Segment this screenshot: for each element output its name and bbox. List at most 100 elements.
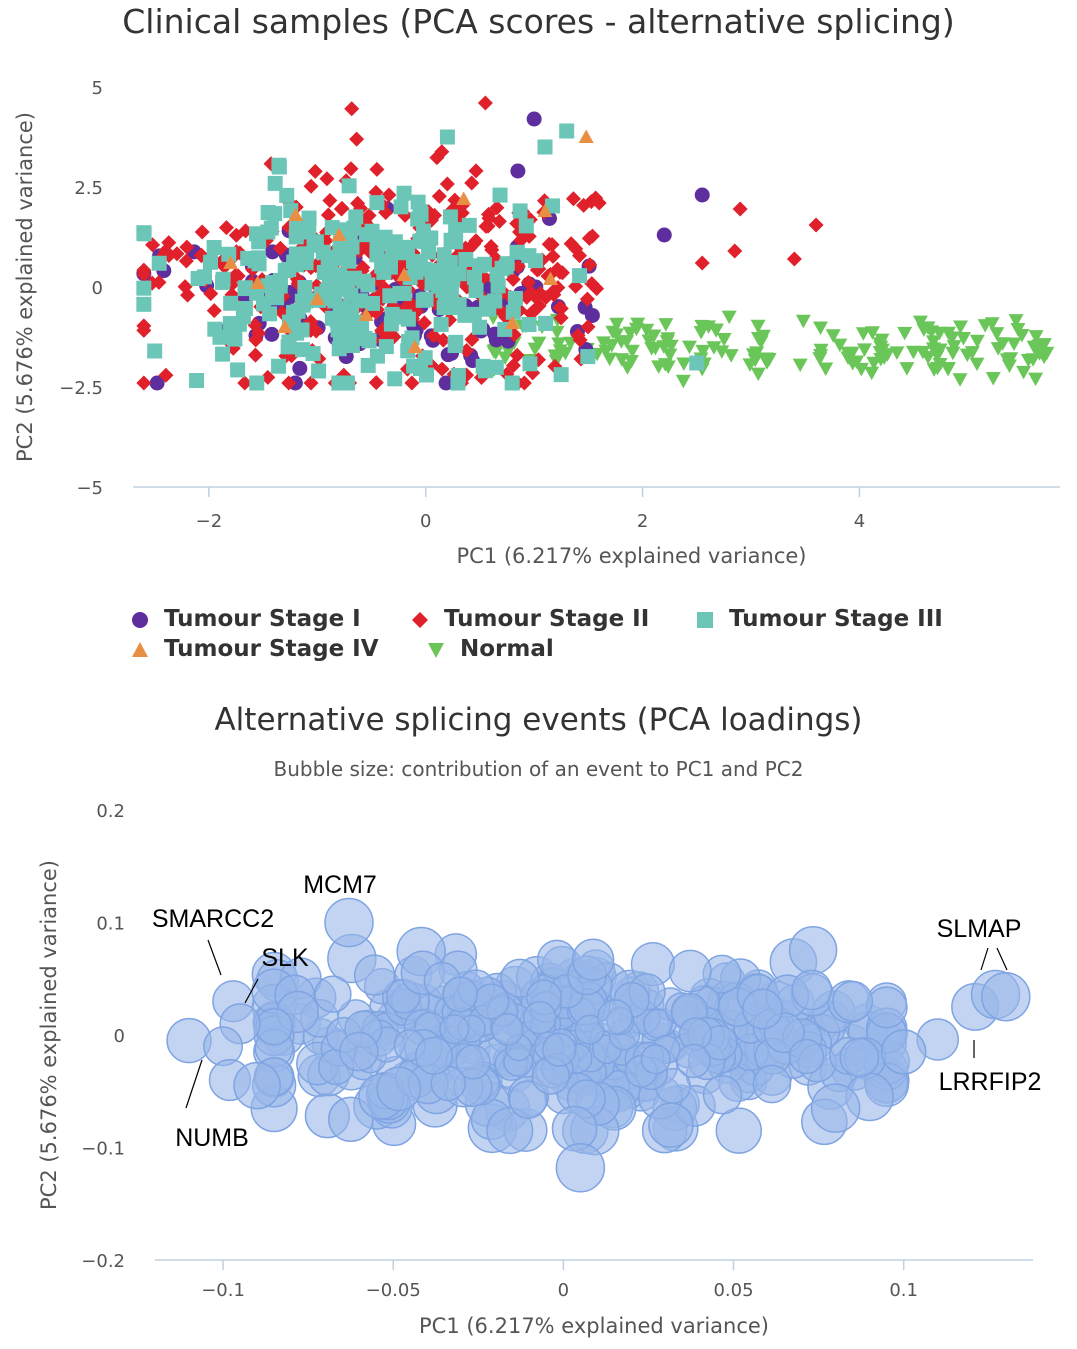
- data-point-triangle-down[interactable]: [999, 353, 1015, 367]
- data-point-circle[interactable]: [438, 375, 454, 391]
- data-point-circle[interactable]: [656, 227, 672, 243]
- bubble-point[interactable]: [491, 1013, 524, 1046]
- data-point-triangle-down[interactable]: [857, 343, 873, 357]
- data-point-diamond[interactable]: [281, 375, 297, 391]
- data-point-diamond[interactable]: [468, 163, 484, 179]
- bubble-point[interactable]: [353, 954, 396, 996]
- data-point-triangle-down[interactable]: [995, 337, 1011, 351]
- data-point-diamond[interactable]: [505, 358, 521, 374]
- data-point-triangle-down[interactable]: [598, 344, 614, 359]
- data-point-triangle-down[interactable]: [651, 360, 667, 374]
- data-point-diamond[interactable]: [694, 255, 710, 271]
- data-point-square[interactable]: [136, 226, 152, 242]
- data-point-triangle-down[interactable]: [813, 348, 829, 363]
- bubble-point[interactable]: [791, 969, 833, 1011]
- data-point-square[interactable]: [263, 220, 279, 236]
- data-point-diamond[interactable]: [483, 238, 499, 254]
- data-point-triangle-down[interactable]: [840, 346, 856, 361]
- data-point-diamond[interactable]: [343, 161, 359, 177]
- data-point-diamond[interactable]: [570, 327, 586, 343]
- bubble-point[interactable]: [640, 1044, 671, 1075]
- data-point-triangle-down[interactable]: [889, 346, 905, 360]
- data-point-square[interactable]: [344, 303, 360, 319]
- data-point-square[interactable]: [249, 285, 265, 301]
- data-point-square[interactable]: [382, 288, 398, 304]
- legend-item-stage-iv[interactable]: Tumour Stage IV: [130, 636, 379, 662]
- data-point-triangle-up[interactable]: [407, 339, 423, 354]
- data-point-diamond[interactable]: [416, 315, 432, 331]
- data-point-diamond[interactable]: [303, 375, 319, 391]
- data-point-triangle-down[interactable]: [952, 373, 968, 387]
- data-point-diamond[interactable]: [272, 240, 288, 256]
- data-point-square[interactable]: [376, 264, 392, 280]
- data-point-diamond[interactable]: [464, 332, 480, 348]
- data-point-square[interactable]: [215, 271, 231, 287]
- data-point-square[interactable]: [439, 129, 455, 145]
- data-point-diamond[interactable]: [237, 375, 253, 391]
- data-point-triangle-down[interactable]: [984, 317, 1000, 331]
- data-point-diamond[interactable]: [218, 220, 234, 236]
- data-point-triangle-down[interactable]: [551, 337, 567, 351]
- data-point-diamond[interactable]: [464, 175, 480, 191]
- data-point-circle[interactable]: [149, 375, 165, 391]
- data-point-triangle-down[interactable]: [1028, 330, 1044, 344]
- bubble-point[interactable]: [648, 1102, 694, 1148]
- data-point-square[interactable]: [537, 139, 553, 155]
- data-point-triangle-down[interactable]: [614, 353, 630, 367]
- data-point-square[interactable]: [572, 268, 588, 284]
- data-point-diamond[interactable]: [350, 195, 366, 211]
- data-point-square[interactable]: [505, 304, 521, 320]
- data-point-diamond[interactable]: [584, 276, 600, 292]
- data-point-square[interactable]: [260, 205, 276, 221]
- data-point-triangle-down[interactable]: [924, 325, 940, 339]
- data-point-triangle-down[interactable]: [753, 332, 769, 347]
- data-point-square[interactable]: [518, 218, 534, 234]
- data-point-triangle-down[interactable]: [855, 327, 871, 341]
- bubble-point[interactable]: [597, 999, 633, 1035]
- data-point-square[interactable]: [280, 339, 296, 355]
- data-point-square[interactable]: [544, 198, 560, 214]
- data-point-diamond[interactable]: [550, 261, 566, 277]
- data-point-square[interactable]: [335, 242, 351, 258]
- data-point-square[interactable]: [221, 246, 237, 262]
- data-point-diamond[interactable]: [203, 286, 219, 302]
- data-point-triangle-up[interactable]: [578, 129, 594, 144]
- data-point-diamond[interactable]: [349, 131, 365, 147]
- data-point-square[interactable]: [320, 249, 336, 265]
- bubble-point[interactable]: [788, 1038, 825, 1075]
- data-point-square[interactable]: [231, 316, 247, 332]
- data-point-diamond[interactable]: [158, 367, 174, 383]
- data-point-diamond[interactable]: [136, 322, 152, 338]
- data-point-triangle-down[interactable]: [1032, 347, 1048, 361]
- data-point-square[interactable]: [479, 295, 495, 311]
- data-point-square[interactable]: [509, 244, 525, 260]
- data-point-triangle-down[interactable]: [853, 362, 869, 377]
- data-point-square[interactable]: [230, 362, 246, 378]
- data-point-square[interactable]: [324, 310, 340, 326]
- data-point-square[interactable]: [553, 367, 569, 383]
- bubble-point[interactable]: [486, 1107, 534, 1155]
- data-point-triangle-down[interactable]: [619, 361, 635, 375]
- data-point-diamond[interactable]: [369, 161, 385, 177]
- data-point-square[interactable]: [333, 281, 349, 297]
- data-point-triangle-down[interactable]: [969, 334, 985, 349]
- data-point-diamond[interactable]: [227, 267, 243, 283]
- data-point-square[interactable]: [418, 367, 434, 383]
- data-point-triangle-down[interactable]: [989, 327, 1005, 341]
- data-point-square[interactable]: [136, 296, 152, 312]
- data-point-triangle-down[interactable]: [897, 326, 913, 341]
- data-point-diamond[interactable]: [576, 197, 592, 213]
- data-point-diamond[interactable]: [320, 207, 336, 223]
- data-point-triangle-down[interactable]: [527, 342, 543, 357]
- bubble-point[interactable]: [338, 1031, 379, 1072]
- data-point-square[interactable]: [458, 251, 474, 267]
- data-point-square[interactable]: [490, 278, 506, 294]
- data-point-diamond[interactable]: [519, 289, 535, 305]
- bubble-point[interactable]: [810, 1083, 861, 1133]
- data-point-triangle-down[interactable]: [646, 329, 662, 344]
- data-point-diamond[interactable]: [489, 200, 505, 216]
- data-point-triangle-down[interactable]: [693, 326, 709, 340]
- data-point-diamond[interactable]: [431, 188, 447, 204]
- data-point-diamond[interactable]: [468, 233, 484, 249]
- data-point-triangle-down[interactable]: [660, 332, 676, 346]
